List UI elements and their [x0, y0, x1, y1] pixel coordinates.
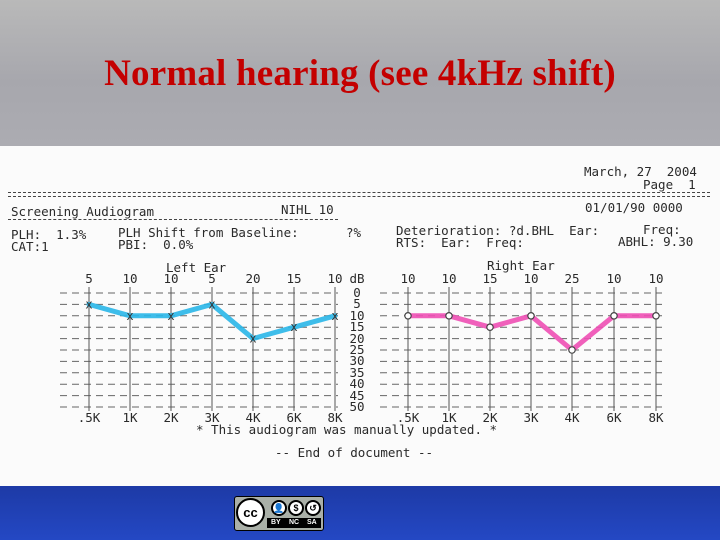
right-ear-o-marker [404, 311, 412, 320]
right-ear-threshold: 10 [648, 271, 664, 286]
sub-separator [8, 219, 338, 220]
header-separator-2 [8, 196, 710, 197]
deterioration-label: Deterioration: ?d.BHL Ear: [396, 223, 600, 238]
left-ear-label: Left Ear [166, 260, 227, 275]
right-frequency-label: 2K [482, 410, 498, 425]
db-scale-label: 25 [349, 342, 365, 357]
rts-label: RTS: Ear: Freq: [396, 235, 524, 250]
right-ear-label: Right Ear [487, 258, 555, 273]
right-frequency-label: .5K [396, 410, 420, 425]
end-of-document: -- End of document -- [275, 445, 434, 460]
title-band [0, 0, 720, 148]
cc-license-badge: cc 👤 $ ↺ BY NC SA [234, 496, 324, 531]
left-ear-line [86, 301, 338, 342]
left-frequency-label: 6K [286, 410, 302, 425]
left-frequency-label: 2K [163, 410, 179, 425]
manual-update-note: * This audiogram was manually updated. * [196, 422, 498, 437]
freq-label: Freq: [643, 222, 681, 237]
left-ear-threshold: 10 [163, 271, 179, 286]
right-ear-line [405, 313, 659, 353]
report-page: Page 1 [643, 177, 696, 192]
db-scale-label: 35 [349, 364, 365, 380]
noncommercial-icon: $ [288, 500, 304, 516]
slide-title: Normal hearing (see 4kHz shift) [104, 53, 616, 94]
right-ear-o-marker [568, 346, 576, 354]
header-separator [8, 192, 710, 193]
db-scale-label: 30 [349, 353, 365, 369]
right-frequency-label: 4K [564, 410, 580, 425]
db-scale-label: 10 [349, 307, 365, 323]
license-terms: BY NC SA [267, 518, 321, 528]
left-ear-threshold: 20 [245, 271, 261, 286]
left-frequency-label: 3K [204, 410, 220, 425]
left-frequency-label: 8K [327, 410, 343, 425]
left-ear-x-marker: x [167, 309, 174, 323]
right-ear-o-marker [527, 311, 535, 320]
cat-value: CAT:1 [11, 239, 49, 254]
footer-band [0, 486, 720, 540]
left-ear-threshold: 5 [208, 271, 216, 286]
right-frequency-label: 6K [606, 410, 622, 425]
right-ear-threshold: 10 [441, 271, 457, 286]
db-scale-label: 15 [349, 319, 365, 335]
right-frequency-label: 3K [523, 410, 539, 425]
right-ear-o-marker [610, 311, 618, 320]
db-label: dB [349, 271, 365, 286]
abhl-value: ABHL: 9.30 [618, 234, 694, 249]
left-ear-threshold: 10 [122, 271, 138, 286]
pbi-value: PBI: 0.0% [118, 237, 194, 252]
sharealike-icon: ↺ [305, 500, 321, 516]
db-scale-label: 50 [349, 399, 365, 414]
report-date: March, 27 2004 [584, 164, 697, 179]
left-ear-x-marker: x [331, 309, 338, 323]
test-name: Screening Audiogram [11, 204, 154, 219]
right-ear-threshold: 10 [523, 271, 539, 286]
test-date: 01/01/90 0000 [585, 200, 683, 215]
plh-value: PLH: 1.3% [11, 227, 87, 242]
left-ear-threshold: 10 [327, 271, 343, 286]
attribution-icon: 👤 [271, 500, 287, 516]
license-nc: NC [289, 519, 300, 526]
right-ear-threshold: 10 [400, 271, 416, 286]
right-ear-o-marker [445, 311, 453, 320]
right-frequency-label: 8K [648, 410, 664, 425]
db-scale-label: 40 [349, 376, 365, 392]
db-scale-label: 20 [349, 330, 365, 346]
right-frequency-label: 1K [441, 410, 457, 425]
right-ear-o-marker [486, 323, 494, 332]
license-by: BY [271, 519, 281, 526]
left-ear-x-marker: x [208, 297, 215, 311]
right-ear-o-marker [652, 311, 660, 320]
cc-icon: cc [236, 498, 265, 527]
left-ear-x-marker: x [290, 320, 297, 334]
left-frequency-label: 4K [245, 410, 261, 425]
db-scale-label: 45 [349, 387, 365, 403]
left-ear-x-marker: x [126, 309, 133, 323]
left-ear-threshold: 5 [85, 271, 93, 286]
license-sa: SA [307, 519, 317, 526]
plh-shift-value: ?% [346, 225, 362, 240]
left-ear-x-marker: x [85, 297, 92, 311]
left-ear-x-marker: x [249, 332, 256, 346]
nihl-value: NIHL 10 [281, 202, 334, 217]
left-frequency-label: .5K [77, 410, 101, 425]
left-ear-threshold: 15 [286, 271, 302, 286]
left-frequency-label: 1K [122, 410, 138, 425]
right-ear-threshold: 10 [606, 271, 622, 286]
right-ear-threshold: 25 [564, 271, 580, 286]
right-ear-threshold: 15 [482, 271, 498, 286]
db-scale-label: 0 [353, 285, 361, 300]
plh-shift-label: PLH Shift from Baseline: [118, 225, 299, 240]
db-scale-label: 5 [353, 296, 361, 312]
